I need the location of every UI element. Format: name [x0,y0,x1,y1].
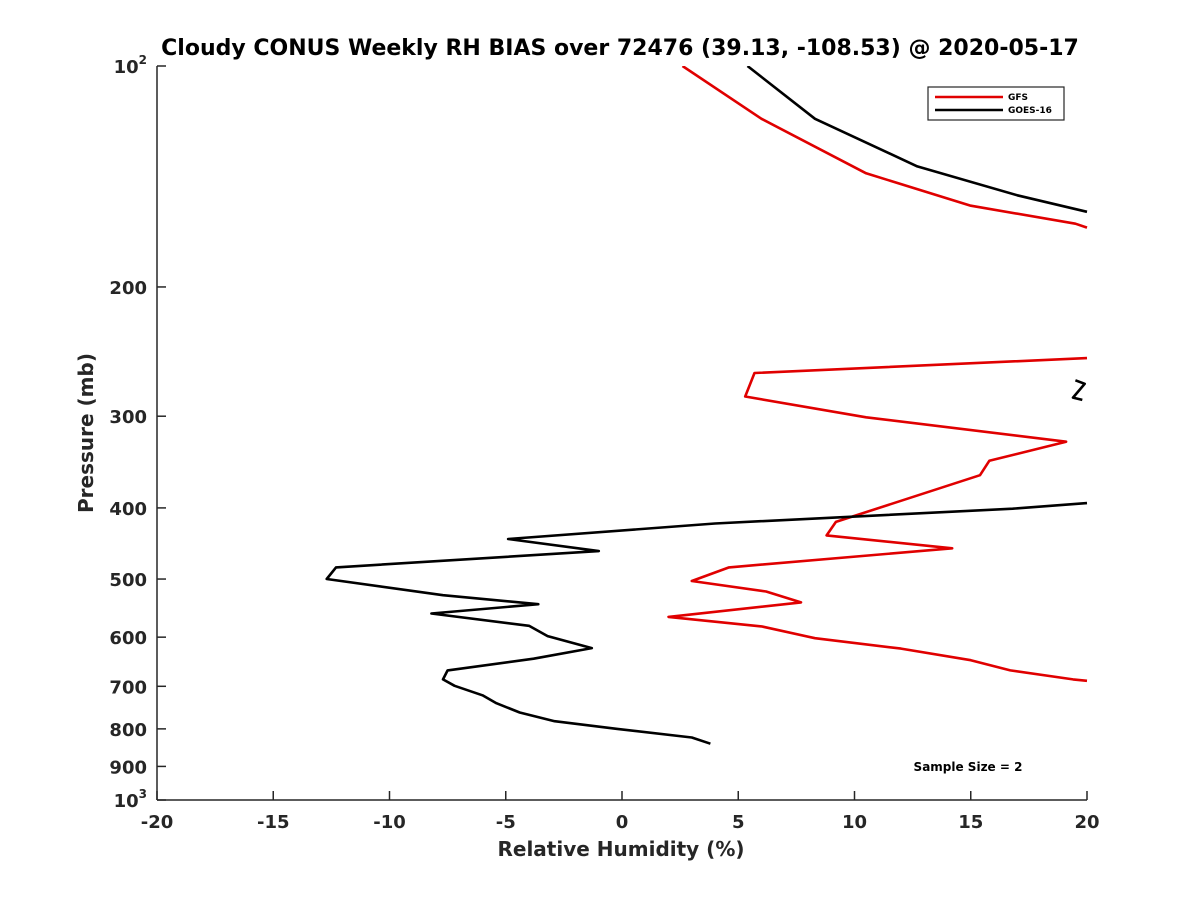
plot-area [325,66,1088,745]
legend-label-gfs: GFS [1008,93,1028,103]
y-tick-label: 800 [109,720,147,741]
x-tick-label: 5 [732,812,745,833]
y-tick-label: 600 [109,628,147,649]
legend: GFS GOES-16 [927,86,1065,121]
y-tick-label: 102 [114,53,147,78]
sample-size-annotation: Sample Size = 2 [914,760,1023,774]
x-tick-label: -20 [141,812,174,833]
chart-title: Cloudy CONUS Weekly RH BIAS over 72476 (… [161,36,1079,61]
x-tick-label: 10 [842,812,867,833]
y-tick-label: 103 [114,787,147,812]
x-axis-ticks: -20 -15 -10 -5 0 5 10 15 20 [141,791,1100,833]
series-line-gfs-1 [667,356,1088,683]
series-line-goes16-2 [325,501,1088,745]
series-line-goes16-0 [746,66,1088,214]
series-line-gfs-0 [681,66,1088,229]
x-axis-label: Relative Humidity (%) [497,837,744,861]
y-tick-label: 700 [109,677,147,698]
series-line-goes16-1 [1071,379,1086,402]
y-tick-label: 300 [109,407,147,428]
legend-box [927,86,1065,121]
legend-label-goes16: GOES-16 [1008,106,1052,116]
x-tick-label: 15 [958,812,983,833]
x-tick-label: 20 [1074,812,1099,833]
x-tick-label: -5 [496,812,516,833]
y-axis-ticks: 102 200 300 400 500 600 700 800 900 103 [109,53,166,812]
y-tick-label: 900 [109,757,147,778]
x-tick-label: -15 [257,812,290,833]
x-tick-label: 0 [616,812,629,833]
y-tick-label: 400 [109,499,147,520]
x-tick-label: -10 [373,812,406,833]
y-tick-label: 200 [109,278,147,299]
y-axis-label: Pressure (mb) [74,353,98,513]
y-tick-label: 500 [109,570,147,591]
